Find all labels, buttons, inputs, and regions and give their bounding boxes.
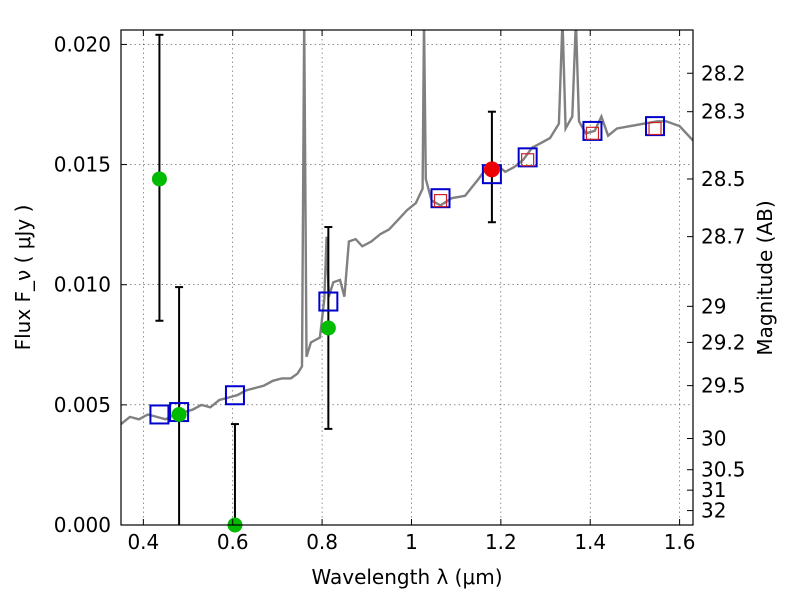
x-axis-label: Wavelength λ (μm) <box>311 565 502 589</box>
observed-box <box>648 121 662 136</box>
observed-box <box>585 126 600 140</box>
data-points <box>151 161 500 533</box>
x-tick-label: 0.4 <box>127 530 159 554</box>
detection-point <box>151 171 167 187</box>
model-box <box>149 404 170 425</box>
magnitude-axis-label: Magnitude (AB) <box>753 200 777 355</box>
magnitude-tick-label: 28.5 <box>701 167 746 191</box>
sed-layer <box>121 30 693 426</box>
magnitude-tick-label: 29.5 <box>701 374 746 398</box>
magnitude-tick-label: 28.3 <box>701 100 746 124</box>
observed-box <box>433 194 448 208</box>
magnitude-tick-label: 32 <box>701 499 726 523</box>
x-axis-ticks: 0.4 0.6 0.8 1 1.2 1.4 1.6 <box>127 30 696 554</box>
magnitude-tick-label: 28.2 <box>701 61 746 85</box>
model-box <box>318 291 339 312</box>
observed-box <box>521 153 535 167</box>
y-tick-label: 0.010 <box>54 273 111 297</box>
model-boxes <box>149 116 666 425</box>
magnitude-tick-label: 30.5 <box>701 458 746 482</box>
sed-model-line <box>121 30 693 426</box>
y-axis-label: Flux F_ν ( μJy ) <box>11 205 35 351</box>
x-tick-label: 1.4 <box>574 530 606 554</box>
magnitude-tick-label: 31 <box>701 478 726 502</box>
y-axis-ticks: 0.000 0.005 0.010 0.015 0.020 <box>54 32 127 537</box>
y-tick-label: 0.005 <box>54 393 111 417</box>
x-tick-label: 0.6 <box>217 530 249 554</box>
highlight-point <box>483 161 500 178</box>
x-tick-label: 1.6 <box>664 530 696 554</box>
detection-point <box>320 320 336 336</box>
x-tick-label: 1 <box>405 530 418 554</box>
x-tick-label: 0.8 <box>306 530 338 554</box>
x-tick-label: 1.2 <box>485 530 517 554</box>
y-tick-label: 0.020 <box>54 32 111 56</box>
detection-point <box>171 406 187 422</box>
y-tick-label: 0.000 <box>54 513 111 537</box>
plot-frame <box>120 29 694 526</box>
magnitude-tick-label: 29 <box>701 294 726 318</box>
model-box <box>224 385 245 406</box>
y-tick-label: 0.015 <box>54 153 111 177</box>
observed-boxes <box>433 121 662 208</box>
magnitude-tick-label: 30 <box>701 426 726 450</box>
magnitude-tick-label: 28.7 <box>701 225 746 249</box>
magnitude-tick-label: 29.2 <box>701 330 746 354</box>
grid-layer <box>121 30 693 526</box>
